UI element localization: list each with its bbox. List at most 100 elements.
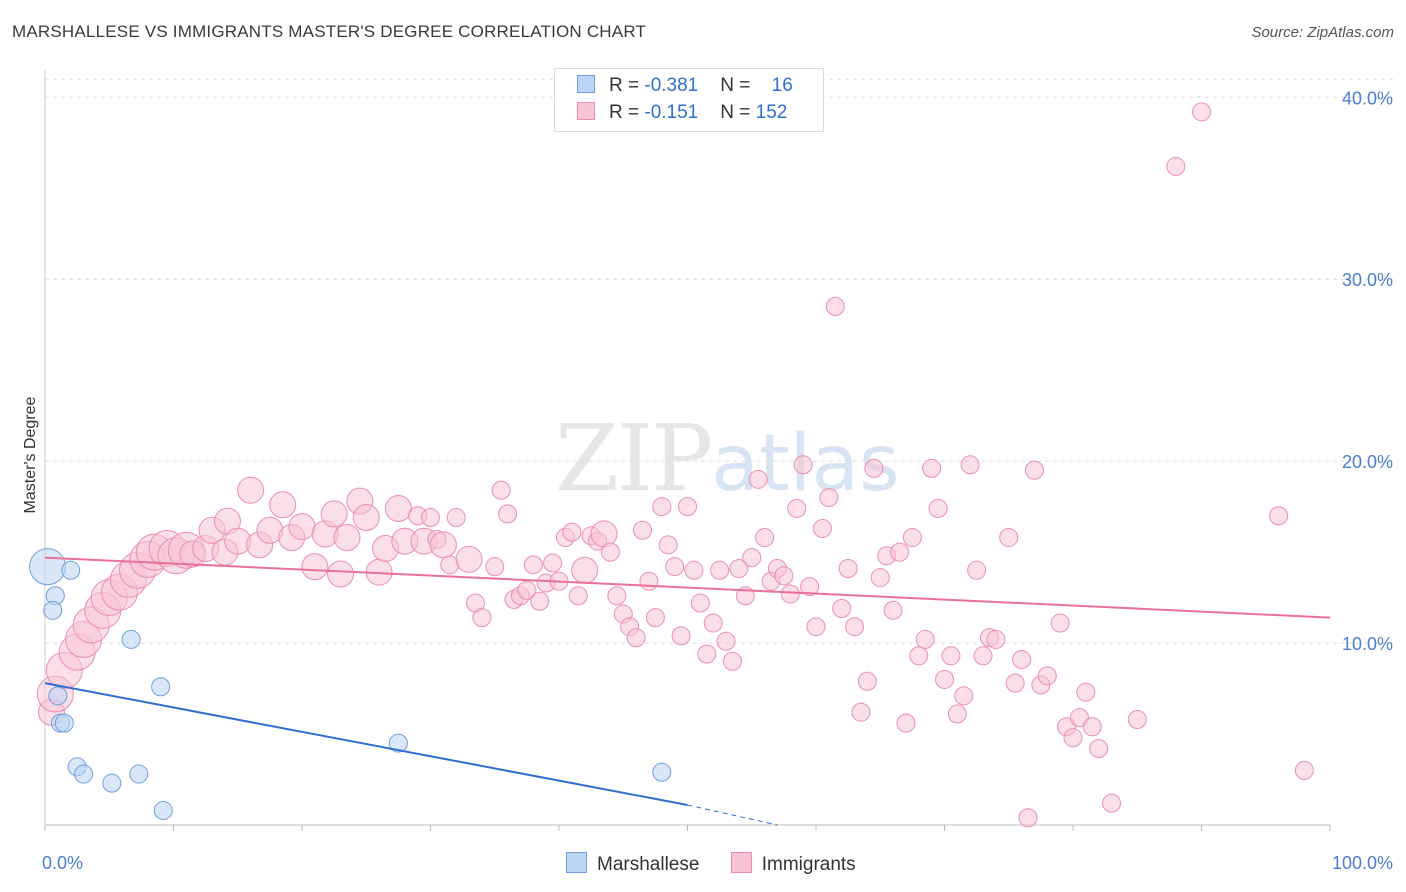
point-immigrants [237,476,265,504]
point-immigrants [870,568,890,588]
point-immigrants [729,558,749,578]
point-immigrants [352,504,380,532]
point-marshallese [54,713,74,733]
point-immigrants [571,556,599,584]
x-tick-label: 100.0% [1332,853,1393,873]
point-immigrants [1063,728,1083,748]
y-axis-title: Master's Degree [22,396,39,513]
chart-title: MARSHALLESE VS IMMIGRANTS MASTER'S DEGRE… [12,22,647,41]
point-immigrants [697,644,717,664]
point-immigrants [716,631,736,651]
point-immigrants [960,455,980,475]
legend-n-value: 16 [771,75,793,96]
point-immigrants [1037,666,1057,686]
point-immigrants [288,513,316,541]
point-immigrants [832,599,852,619]
point-immigrants [1166,156,1186,176]
point-immigrants [806,617,826,637]
point-immigrants [517,580,537,600]
point-immigrants [755,528,775,548]
point-immigrants [523,555,543,575]
point-immigrants [703,613,723,633]
y-tick-label: 20.0% [1342,452,1393,472]
point-immigrants [320,500,348,528]
point-immigrants [902,528,922,548]
point-immigrants [327,560,355,588]
point-immigrants [1024,460,1044,480]
point-immigrants [774,566,794,586]
point-immigrants [269,491,297,519]
point-immigrants [1050,613,1070,633]
point-marshallese [48,686,68,706]
legend-r-label: R = [609,75,645,96]
point-immigrants [600,542,620,562]
point-immigrants [568,586,588,606]
point-immigrants [626,628,646,648]
legend-r-value: -0.151 [644,102,699,123]
y-tick-label: 10.0% [1342,634,1393,654]
point-marshallese [43,600,63,620]
legend-row-marshallese: R = -0.381 N = 16 [577,75,793,99]
point-immigrants [684,560,704,580]
point-immigrants [890,542,910,562]
legend-swatch-marshallese [577,75,595,93]
y-tick-label: 40.0% [1342,88,1393,108]
point-immigrants [301,553,329,581]
series-label-immigrants: Immigrants [761,854,856,875]
legend-n-label: N = [720,102,756,123]
point-immigrants [446,508,466,528]
legend-row-immigrants: R = -0.151 N = 152 [577,102,787,126]
point-immigrants [787,498,807,518]
point-marshallese [121,629,141,649]
point-immigrants [1012,649,1032,669]
point-marshallese [388,733,408,753]
point-immigrants [678,497,697,517]
correlation-legend: R = -0.381 N = 16 R = -0.151 N = 152 [554,68,824,132]
point-immigrants [851,702,871,722]
point-immigrants [883,600,903,620]
point-immigrants [838,558,858,578]
point-immigrants [1102,793,1122,813]
point-immigrants [864,458,884,478]
point-immigrants [384,494,412,522]
point-immigrants [793,455,813,475]
point-immigrants [947,704,967,724]
point-immigrants [780,584,800,604]
point-immigrants [710,560,730,580]
legend-n-label: N = [720,75,756,96]
y-tick-label: 30.0% [1342,270,1393,290]
series-legend-marshallese: Marshallese [566,852,699,876]
point-marshallese [61,560,81,580]
point-immigrants [491,480,511,500]
x-tick-label: 0.0% [42,853,83,873]
point-immigrants [1005,673,1025,693]
point-marshallese [153,800,173,820]
point-immigrants [819,488,839,508]
point-immigrants [1018,808,1038,828]
point-immigrants [1089,739,1109,759]
point-immigrants [1269,506,1289,526]
point-immigrants [954,686,974,706]
point-immigrants [967,560,987,580]
point-marshallese [102,773,122,793]
point-immigrants [530,591,550,611]
legend-swatch-immigrants [577,102,595,120]
point-immigrants [543,553,563,573]
series-swatch-immigrants [730,852,752,873]
point-immigrants [333,524,361,552]
watermark-zip: ZIP [555,405,713,512]
source-label: Source: ZipAtlas.com [1251,24,1394,41]
point-marshallese [151,677,171,697]
point-immigrants [421,508,440,528]
point-immigrants [690,593,710,613]
series-swatch-marshallese [566,852,587,873]
point-immigrants [825,297,845,317]
point-immigrants [896,713,916,733]
point-immigrants [1069,708,1089,728]
point-immigrants [645,608,665,628]
series-legend-immigrants: Immigrants [730,852,856,876]
point-immigrants [915,629,935,649]
series-label-marshallese: Marshallese [597,854,700,875]
point-immigrants [999,528,1019,548]
point-immigrants [562,522,582,542]
